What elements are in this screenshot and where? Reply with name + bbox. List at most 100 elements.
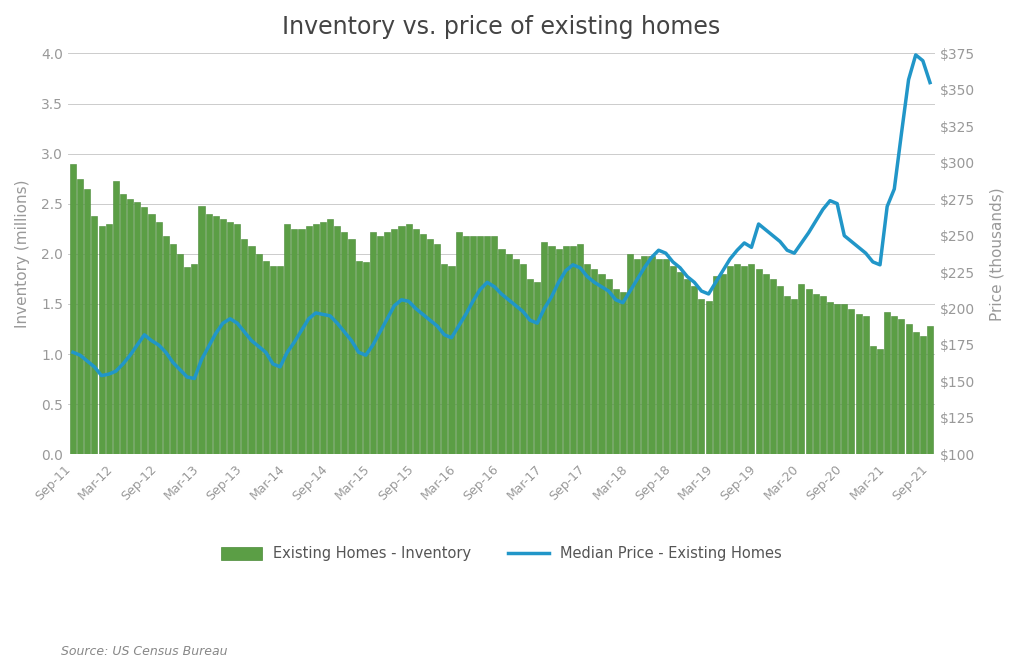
Bar [448, 266, 454, 454]
Bar [842, 304, 848, 454]
Bar [434, 244, 440, 454]
Bar [806, 289, 811, 454]
Bar [127, 199, 133, 454]
Bar [463, 236, 469, 454]
Bar [698, 299, 704, 454]
Bar [712, 276, 718, 454]
Bar [348, 239, 355, 454]
Bar [799, 284, 804, 454]
Bar [113, 180, 119, 454]
Bar [634, 259, 640, 454]
Bar [863, 316, 869, 454]
Bar [242, 239, 248, 454]
Bar [206, 214, 212, 454]
Bar [769, 279, 775, 454]
Bar [892, 316, 898, 454]
Bar [234, 224, 240, 454]
Bar [363, 262, 369, 454]
Bar [691, 286, 697, 454]
Bar [170, 244, 176, 454]
Bar [620, 292, 626, 454]
Bar [906, 324, 912, 454]
Bar [662, 259, 668, 454]
Bar [605, 279, 611, 454]
Bar [70, 164, 76, 454]
Bar [820, 296, 826, 454]
Bar [484, 236, 490, 454]
Bar [306, 226, 312, 454]
Bar [927, 326, 933, 454]
Bar [719, 274, 726, 454]
Bar [498, 249, 504, 454]
Bar [627, 254, 633, 454]
Bar [406, 224, 412, 454]
Bar [827, 302, 834, 454]
Bar [220, 219, 226, 454]
Bar [77, 178, 84, 454]
Bar [705, 301, 711, 454]
Bar [655, 259, 661, 454]
Bar [727, 266, 733, 454]
Bar [785, 296, 790, 454]
Bar [370, 232, 376, 454]
Bar [570, 246, 576, 454]
Bar [792, 299, 797, 454]
Bar [513, 259, 519, 454]
Bar [455, 232, 462, 454]
Bar [341, 232, 347, 454]
Bar [555, 249, 561, 454]
Bar [470, 236, 476, 454]
Bar [755, 269, 761, 454]
Bar [884, 312, 891, 454]
Bar [684, 279, 690, 454]
Bar [142, 207, 148, 454]
Bar [299, 229, 305, 454]
Legend: Existing Homes - Inventory, Median Price - Existing Homes: Existing Homes - Inventory, Median Price… [215, 541, 788, 567]
Bar [427, 239, 433, 454]
Bar [776, 286, 783, 454]
Bar [277, 266, 283, 454]
Bar [377, 236, 383, 454]
Bar [177, 254, 183, 454]
Bar [877, 349, 883, 454]
Bar [527, 279, 533, 454]
Bar [562, 246, 569, 454]
Bar [577, 244, 583, 454]
Bar [263, 261, 269, 454]
Bar [491, 236, 497, 454]
Bar [748, 264, 754, 454]
Bar [762, 274, 768, 454]
Bar [120, 194, 126, 454]
Bar [548, 246, 554, 454]
Bar [334, 226, 340, 454]
Bar [648, 256, 654, 454]
Bar [270, 266, 276, 454]
Bar [856, 314, 862, 454]
Bar [92, 215, 98, 454]
Bar [913, 332, 919, 454]
Bar [612, 289, 619, 454]
Bar [384, 232, 390, 454]
Bar [849, 309, 855, 454]
Bar [677, 272, 683, 454]
Bar [327, 219, 333, 454]
Bar [320, 222, 326, 454]
Bar [156, 222, 162, 454]
Bar [149, 214, 155, 454]
Bar [920, 336, 926, 454]
Bar [413, 229, 419, 454]
Bar [505, 254, 512, 454]
Bar [870, 346, 876, 454]
Bar [106, 224, 112, 454]
Bar [85, 189, 91, 454]
Y-axis label: Inventory (millions): Inventory (millions) [15, 180, 30, 328]
Bar [291, 229, 298, 454]
Bar [441, 264, 447, 454]
Bar [641, 256, 647, 454]
Bar [534, 282, 540, 454]
Bar [734, 264, 740, 454]
Bar [135, 202, 141, 454]
Bar [163, 236, 169, 454]
Bar [899, 319, 905, 454]
Bar [391, 229, 397, 454]
